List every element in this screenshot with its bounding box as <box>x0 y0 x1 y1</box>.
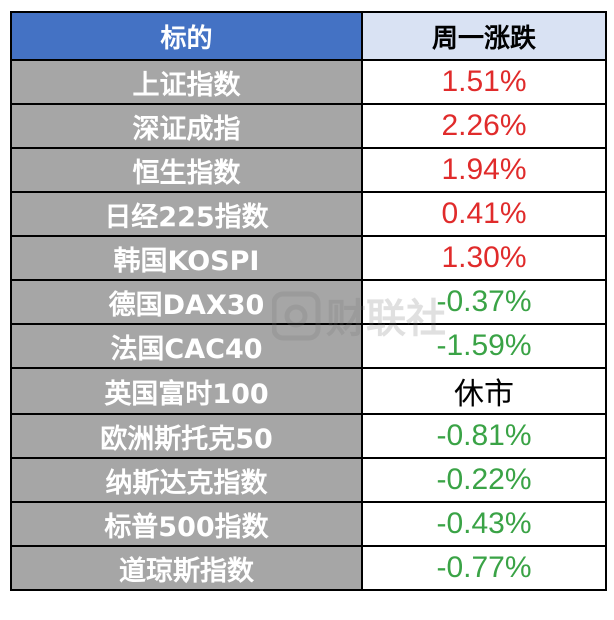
header-monday-change: 周一涨跌 <box>361 11 607 61</box>
change-value-cell: 1.94% <box>361 147 607 193</box>
table-row: 标普500指数 -0.43% <box>10 501 607 547</box>
change-value-cell: 2.26% <box>361 103 607 149</box>
index-name-cell: 韩国KOSPI <box>10 235 363 281</box>
table-row: 恒生指数 1.94% <box>10 147 607 193</box>
change-value-cell: -0.22% <box>361 457 607 503</box>
change-value-cell: -0.43% <box>361 501 607 547</box>
header-index-name: 标的 <box>10 11 363 61</box>
index-name-cell: 欧洲斯托克50 <box>10 413 363 459</box>
index-name-cell: 上证指数 <box>10 59 363 105</box>
table-body: 上证指数 1.51% 深证成指 2.26% 恒生指数 1.94% 日经225指数… <box>10 59 607 591</box>
index-name-cell: 德国DAX30 <box>10 279 363 325</box>
table-row: 韩国KOSPI 1.30% <box>10 235 607 281</box>
table-row: 日经225指数 0.41% <box>10 191 607 237</box>
change-value-cell: -0.77% <box>361 545 607 591</box>
index-name-cell: 道琼斯指数 <box>10 545 363 591</box>
table-row: 上证指数 1.51% <box>10 59 607 105</box>
change-value-cell: 休市 <box>361 367 607 415</box>
table-header: 标的 周一涨跌 <box>10 11 607 61</box>
table-row: 英国富时100 休市 <box>10 367 607 415</box>
change-value-cell: 0.41% <box>361 191 607 237</box>
change-value-cell: -1.59% <box>361 323 607 369</box>
table-row: 深证成指 2.26% <box>10 103 607 149</box>
header-row: 标的 周一涨跌 <box>10 11 607 61</box>
table-row: 欧洲斯托克50 -0.81% <box>10 413 607 459</box>
change-value-cell: 1.30% <box>361 235 607 281</box>
change-value-cell: 1.51% <box>361 59 607 105</box>
market-change-table-wrapper: 标的 周一涨跌 上证指数 1.51% 深证成指 2.26% 恒生指数 1.94%… <box>10 11 607 591</box>
index-name-cell: 纳斯达克指数 <box>10 457 363 503</box>
table-row: 法国CAC40 -1.59% <box>10 323 607 369</box>
table-row: 纳斯达克指数 -0.22% <box>10 457 607 503</box>
index-name-cell: 恒生指数 <box>10 147 363 193</box>
table-row: 德国DAX30 -0.37% <box>10 279 607 325</box>
index-name-cell: 深证成指 <box>10 103 363 149</box>
change-value-cell: -0.81% <box>361 413 607 459</box>
index-name-cell: 标普500指数 <box>10 501 363 547</box>
index-name-cell: 法国CAC40 <box>10 323 363 369</box>
index-name-cell: 英国富时100 <box>10 367 363 415</box>
market-change-table: 标的 周一涨跌 上证指数 1.51% 深证成指 2.26% 恒生指数 1.94%… <box>10 11 607 591</box>
table-row: 道琼斯指数 -0.77% <box>10 545 607 591</box>
change-value-cell: -0.37% <box>361 279 607 325</box>
index-name-cell: 日经225指数 <box>10 191 363 237</box>
